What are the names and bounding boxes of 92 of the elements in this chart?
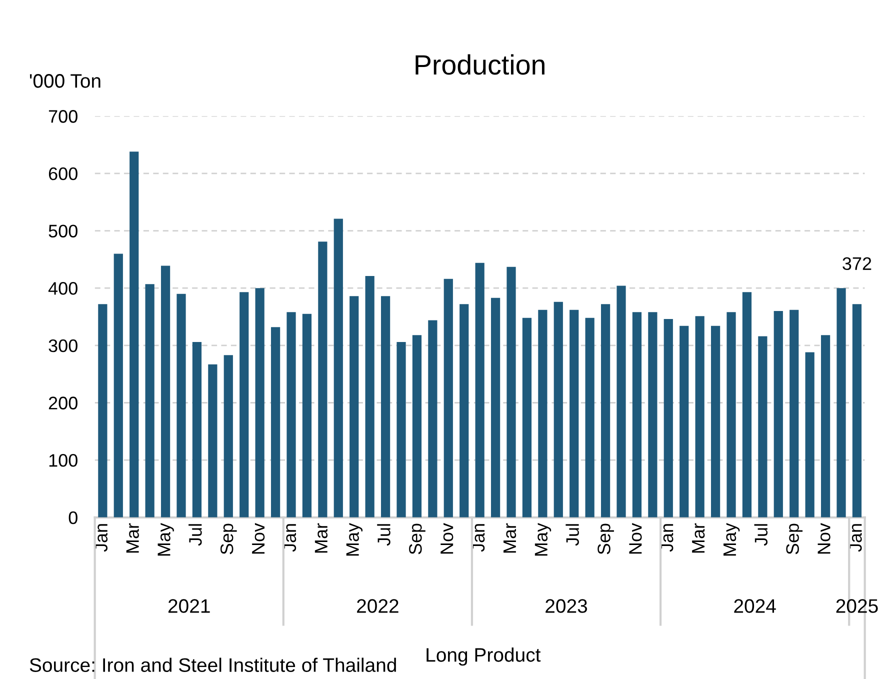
x-axis-title: Long Product (426, 648, 541, 666)
text: 2025 (836, 599, 878, 613)
bar (758, 336, 768, 518)
bar (270, 327, 280, 518)
y-tick-label: 600 (48, 167, 78, 180)
x-tick-label: Jul (377, 524, 390, 546)
x-tick-label: May (534, 522, 552, 556)
bar (490, 298, 500, 518)
bar (444, 278, 453, 518)
source-note: Source: Iron and Steel Institute of Thailand (30, 658, 396, 672)
x-tick-label: Nov (252, 523, 265, 554)
bar (208, 364, 218, 518)
y-tick-label: 100 (49, 454, 78, 467)
y-tick-label: 0 (68, 511, 78, 524)
bar (538, 310, 548, 518)
bar (302, 314, 312, 518)
x-tick-label: Mar (314, 523, 328, 553)
x-tick-label: Sep (409, 524, 426, 554)
y-tick-label: 300 (48, 339, 78, 352)
bar (145, 284, 154, 518)
text: 2023 (546, 599, 588, 613)
x-tick-label: Jan (472, 524, 485, 552)
bar (820, 335, 830, 518)
bar (365, 276, 374, 518)
bar (350, 296, 359, 518)
text: 2024 (734, 599, 776, 613)
x-tick-label: Jan (284, 524, 296, 552)
x-tick-label: May (346, 522, 363, 556)
bar (600, 304, 610, 518)
bar (836, 288, 846, 518)
bar (852, 304, 862, 518)
x-tick-label: Nov (440, 523, 454, 554)
chart-title: Production (416, 54, 544, 75)
y-tick-label: 700 (48, 110, 78, 123)
bar (805, 352, 814, 518)
x-tick-label: Jul (566, 524, 579, 546)
bar (286, 312, 296, 518)
x-tick-label: Jan (849, 524, 862, 552)
bar (192, 342, 202, 518)
y-tick-label: 200 (48, 396, 78, 410)
y-tick-label: 400 (48, 282, 78, 295)
x-tick-label: Jul (188, 524, 202, 546)
bar (790, 310, 799, 518)
bar (710, 326, 720, 518)
bar (570, 310, 579, 518)
x-tick-label: May (158, 522, 174, 556)
data-label: 372 (842, 257, 872, 270)
bar (475, 262, 484, 518)
x-tick-label: Jan (660, 524, 674, 552)
x-tick-label: May (724, 522, 740, 556)
bar (742, 292, 752, 518)
bar (506, 266, 516, 518)
bar (224, 355, 233, 518)
bar (412, 335, 422, 518)
x-tick-label: Mar (692, 523, 705, 553)
bar (334, 218, 343, 518)
bar (648, 312, 658, 518)
bar (114, 254, 123, 518)
bar (98, 304, 108, 518)
y-axis-title: '000 Ton (30, 74, 100, 88)
bar (160, 266, 170, 518)
text: 2022 (357, 599, 398, 613)
bar (616, 286, 626, 518)
bar (726, 312, 736, 518)
bar (632, 312, 642, 518)
bar (554, 302, 563, 518)
bar (774, 311, 783, 518)
bar (428, 320, 438, 518)
bar (396, 342, 406, 518)
x-tick-label: Sep (598, 524, 614, 554)
x-tick-label: Jan (94, 524, 108, 552)
y-tick-label: 500 (48, 224, 78, 238)
bar (460, 304, 469, 518)
x-tick-label: Mar (126, 523, 139, 553)
bar (130, 152, 139, 518)
bar (664, 319, 673, 518)
text: 2021 (168, 599, 210, 613)
x-tick-label: Nov (629, 523, 642, 554)
bar (680, 326, 689, 518)
bar (176, 294, 186, 518)
x-tick-label: Mar (504, 523, 516, 553)
bar (318, 242, 328, 518)
bar (240, 292, 249, 518)
bar (255, 288, 264, 518)
x-tick-label: Jul (754, 524, 768, 546)
x-tick-label: Sep (220, 524, 237, 554)
bar (695, 316, 704, 518)
bar (585, 318, 594, 518)
bar (522, 318, 532, 518)
x-tick-label: Nov (818, 523, 830, 554)
x-tick-label: Sep (786, 524, 803, 554)
bar (380, 296, 390, 518)
